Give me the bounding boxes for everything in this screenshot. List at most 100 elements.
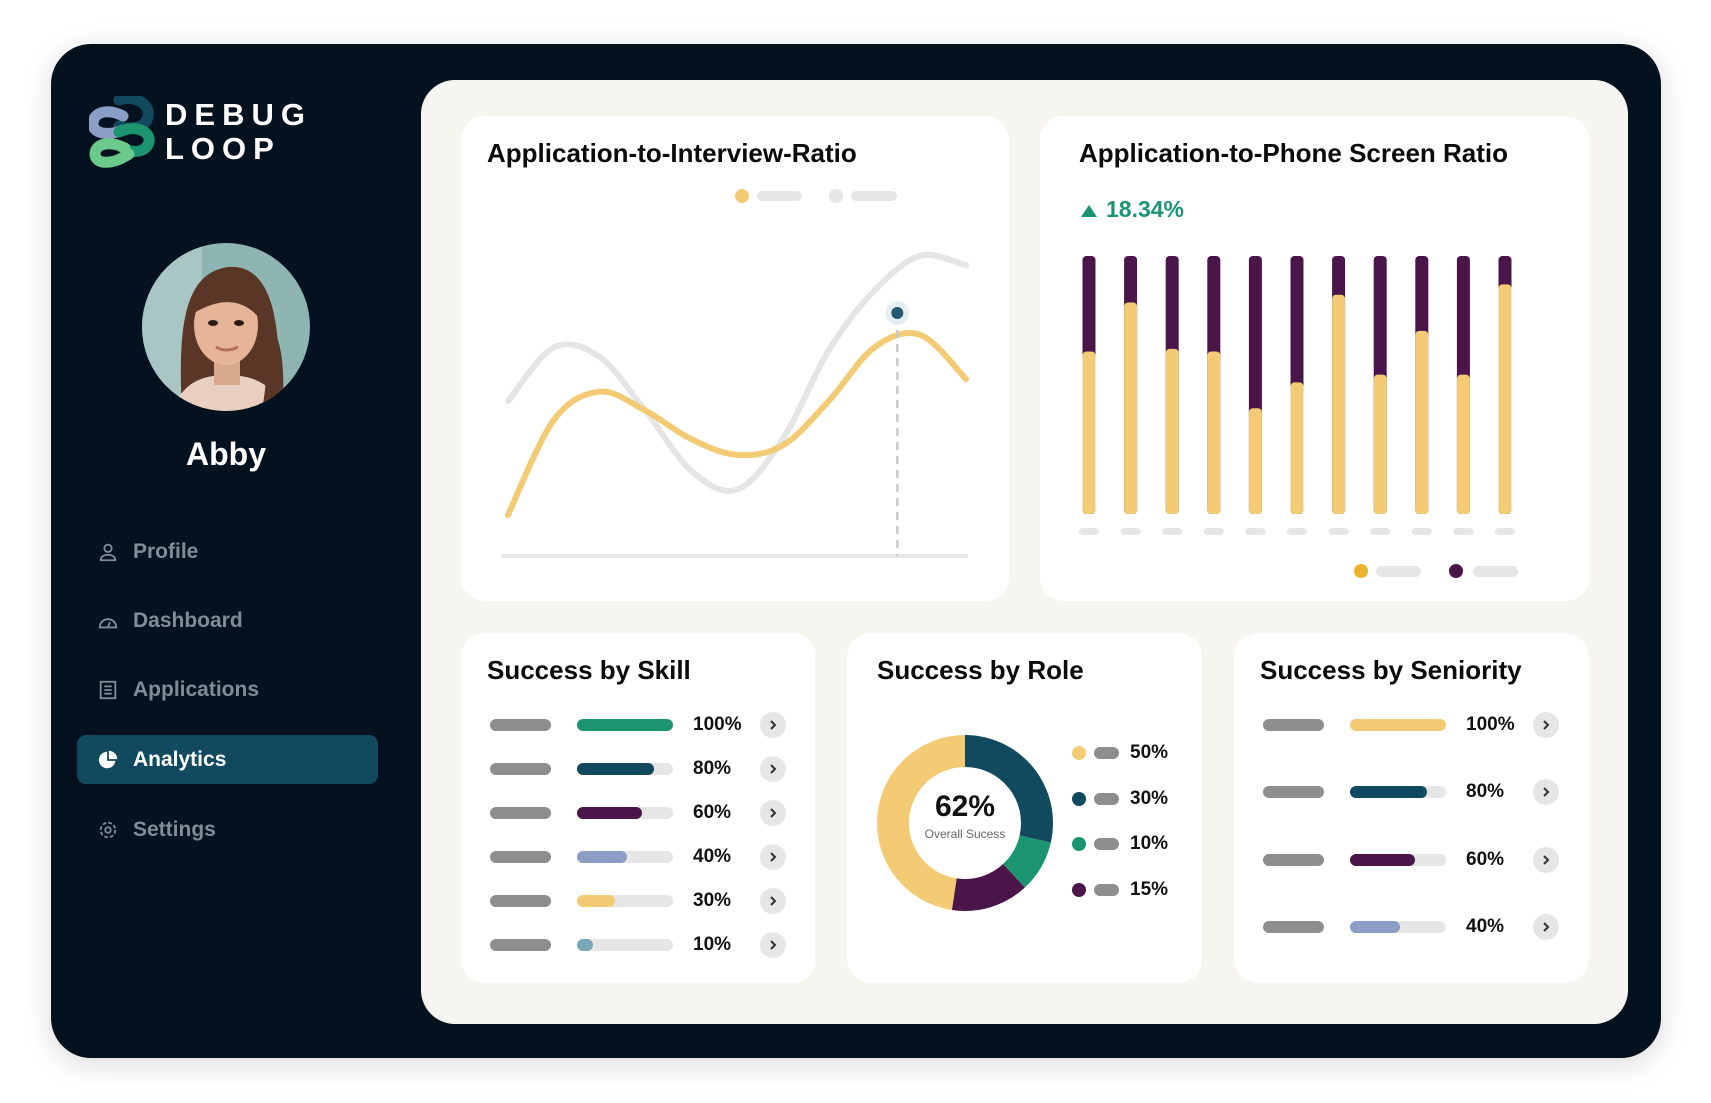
legend-label-placeholder <box>1094 883 1119 896</box>
bar-segment-yellow <box>1332 294 1346 514</box>
bar-segment-yellow <box>1082 351 1096 514</box>
bar-segment-yellow <box>1207 351 1221 514</box>
row-expand-button[interactable] <box>760 888 786 914</box>
progress-track <box>577 895 673 907</box>
x-tick-placeholder <box>1120 528 1141 535</box>
bar-segment-yellow <box>1165 348 1179 514</box>
sidebar-item-label: Analytics <box>133 747 227 771</box>
row-percent: 100% <box>693 714 742 735</box>
bar-segment-yellow <box>1290 382 1304 514</box>
chevron-right-icon <box>770 720 777 730</box>
legend-label-placeholder <box>1094 792 1119 805</box>
trend-up-icon <box>1081 205 1097 217</box>
legend-percent: 10% <box>1130 833 1169 854</box>
gear-icon <box>99 821 117 838</box>
chevron-right-icon <box>770 852 777 862</box>
row-expand-button[interactable] <box>760 712 786 738</box>
row-expand-button[interactable] <box>1533 914 1559 940</box>
sidebar-item-applications[interactable]: Applications <box>77 665 378 714</box>
legend-dot <box>1072 882 1086 897</box>
x-tick-placeholder <box>1453 528 1474 535</box>
row-expand-button[interactable] <box>760 932 786 958</box>
row-percent: 30% <box>693 890 732 911</box>
chevron-right-icon <box>770 808 777 818</box>
chevron-right-icon <box>1543 922 1550 932</box>
progress-fill <box>577 851 627 863</box>
success-by-role-card: Success by Role 62% Overall Sucess 50% 3… <box>847 633 1202 983</box>
x-tick-placeholder <box>1411 528 1432 535</box>
legend-dot <box>1072 746 1086 760</box>
chevron-right-icon <box>1543 720 1550 730</box>
donut-center-label: Overall Sucess <box>924 827 1006 841</box>
progress-track <box>1350 719 1446 731</box>
sidebar-item-dashboard[interactable]: Dashboard <box>77 596 378 645</box>
highlight-point[interactable] <box>891 307 904 319</box>
x-tick-placeholder <box>1203 528 1224 535</box>
legend-dot <box>735 189 749 203</box>
legend-dot <box>1072 837 1086 851</box>
x-tick-placeholder <box>1245 528 1266 535</box>
legend-label-placeholder <box>851 191 897 201</box>
sidebar-item-analytics[interactable]: Analytics <box>77 735 378 784</box>
row-label-placeholder <box>490 895 551 907</box>
row-expand-button[interactable] <box>760 800 786 826</box>
donut-center-value: 62% <box>934 790 996 823</box>
line-chart <box>501 189 969 558</box>
avatar <box>142 243 310 411</box>
row-expand-button[interactable] <box>1533 712 1559 738</box>
card-title: Application-to-Interview-Ratio <box>487 138 857 168</box>
legend-dot <box>1449 564 1463 578</box>
row-label-placeholder <box>1263 719 1324 731</box>
progress-fill <box>1350 921 1400 933</box>
series-line-1 <box>505 251 969 494</box>
progress-track <box>1350 786 1446 798</box>
row-expand-button[interactable] <box>1533 847 1559 873</box>
row-label-placeholder <box>490 807 551 819</box>
sidebar-item-settings[interactable]: Settings <box>77 805 378 854</box>
sidebar-item-profile[interactable]: Profile <box>77 527 378 576</box>
x-tick-placeholder <box>1287 528 1307 535</box>
row-label-placeholder <box>1263 854 1324 866</box>
pie-chart-icon <box>98 750 118 768</box>
progress-fill <box>1350 719 1446 731</box>
progress-track <box>577 851 673 863</box>
row-label-placeholder <box>490 763 551 775</box>
row-expand-button[interactable] <box>760 844 786 870</box>
progress-track <box>577 763 673 775</box>
chevron-right-icon <box>770 896 777 906</box>
row-percent: 40% <box>1466 916 1505 937</box>
x-tick-placeholder <box>1162 528 1183 535</box>
progress-track <box>577 807 673 819</box>
debug-loop-logo <box>89 96 155 168</box>
progress-fill <box>577 763 654 775</box>
chevron-right-icon <box>770 764 777 774</box>
bar-segment-yellow <box>1415 330 1429 514</box>
row-percent: 10% <box>693 934 732 955</box>
bar-segment-yellow <box>1373 374 1387 514</box>
row-expand-button[interactable] <box>760 756 786 782</box>
x-tick-placeholder <box>1495 528 1515 535</box>
legend-label-placeholder <box>1094 747 1119 759</box>
chevron-right-icon <box>1543 855 1550 865</box>
chevron-right-icon <box>1543 787 1550 797</box>
progress-track <box>1350 921 1446 933</box>
progress-track <box>1350 854 1446 866</box>
bar-segment-yellow <box>1124 302 1138 514</box>
legend-dot <box>829 189 843 203</box>
brand-name: DEBUG LOOP <box>165 97 312 166</box>
progress-fill <box>577 719 673 731</box>
progress-fill <box>577 895 616 907</box>
legend-dot <box>1354 564 1368 578</box>
donut-slice <box>1003 835 1051 888</box>
row-percent: 60% <box>1466 849 1505 870</box>
sidebar-item-label: Settings <box>133 817 216 841</box>
legend-dot <box>1072 791 1086 806</box>
success-by-skill-card: Success by Skill 100% 80% 60% 40% 30% 10… <box>461 633 815 983</box>
row-expand-button[interactable] <box>1533 779 1559 805</box>
progress-fill <box>1350 854 1416 866</box>
legend-label-placeholder <box>1473 566 1518 577</box>
row-percent: 100% <box>1466 714 1515 735</box>
user-icon <box>99 543 117 561</box>
sidebar-item-label: Profile <box>133 539 199 563</box>
x-tick-placeholder <box>1370 528 1391 535</box>
